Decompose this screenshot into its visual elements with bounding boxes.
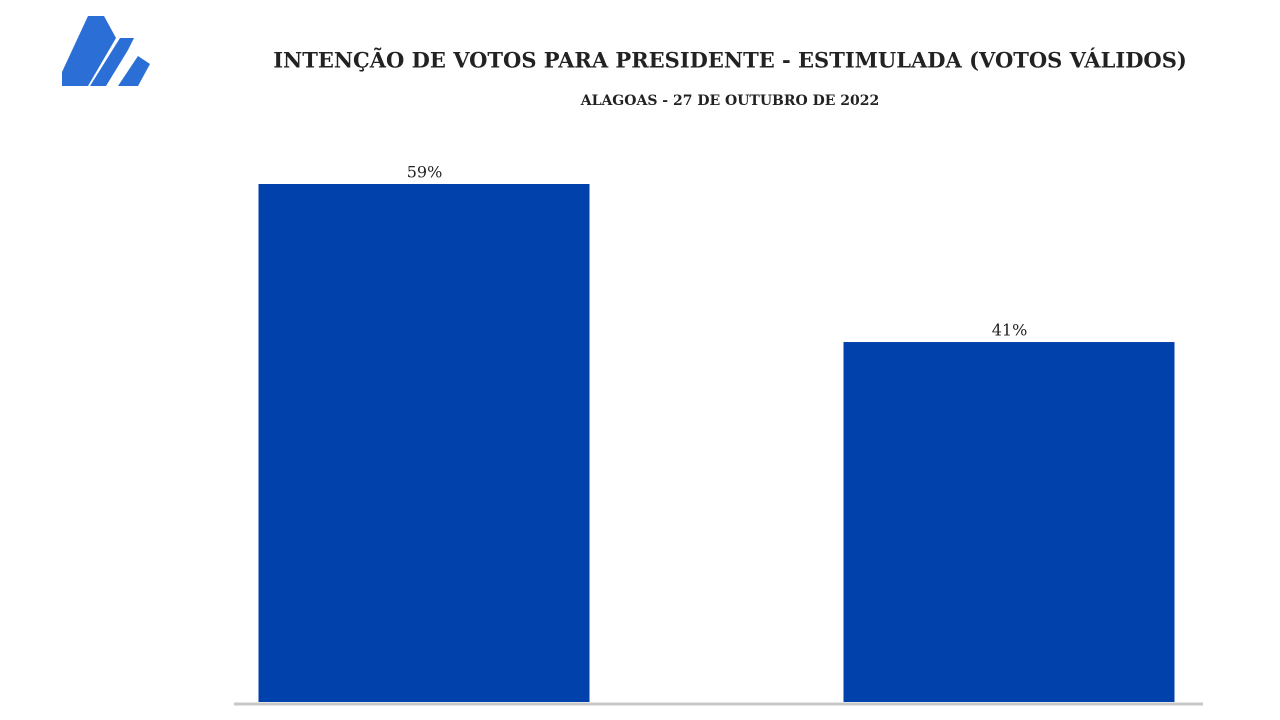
- chart-title: INTENÇÃO DE VOTOS PARA PRESIDENTE - ESTI…: [273, 48, 1187, 73]
- value-label: 41%: [992, 321, 1028, 340]
- bar: [843, 342, 1175, 702]
- bar: [258, 184, 590, 702]
- chart-subtitle: ALAGOAS - 27 DE OUTUBRO DE 2022: [580, 93, 880, 109]
- value-label: 59%: [407, 163, 443, 182]
- logo: [62, 16, 150, 86]
